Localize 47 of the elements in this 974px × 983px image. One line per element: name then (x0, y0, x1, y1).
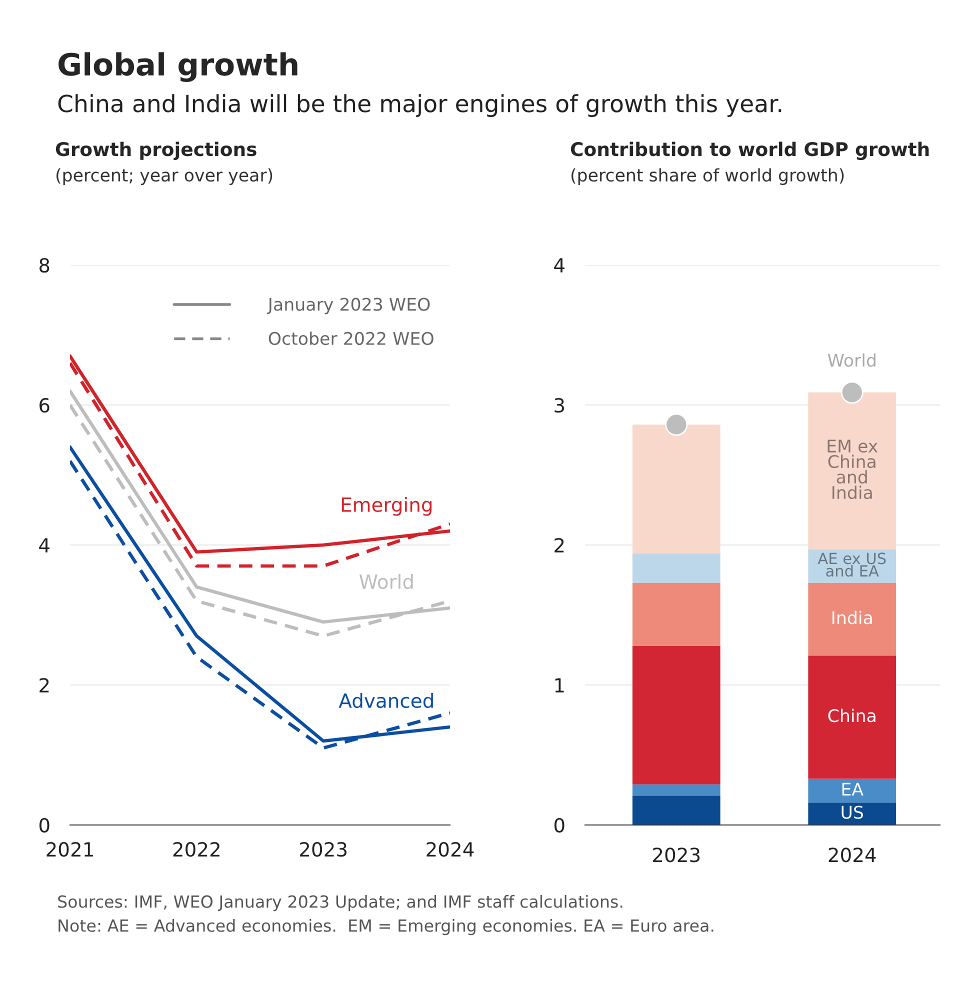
text: Note: AE = Advanced economies. EM = Emerging economies. EA = Euro area. (58, 919, 714, 936)
bar (808, 582, 896, 656)
series-label: AE ex US and EA (818, 552, 886, 577)
series-label: India (832, 610, 872, 624)
bar (808, 802, 896, 825)
chart-title: Contribution to world GDP growth (570, 142, 929, 160)
bar (632, 646, 720, 784)
x-tick-label: 2023 (653, 848, 700, 862)
series-label: World (359, 574, 413, 590)
x-tick-label: 2024 (828, 848, 876, 862)
chart-subtitle: (percent; year over year) (56, 168, 272, 185)
x-tick-label: 2022 (173, 842, 220, 857)
series-label: US (842, 806, 864, 819)
source-note: Sources: IMF, WEO January 2023 Update; and IMF staff calculations. (58, 895, 622, 912)
y-tick-label: 2 (554, 538, 564, 552)
x-tick-label: 2021 (46, 842, 93, 857)
x-tick-label: 2023 (300, 842, 347, 857)
series-label: China (828, 708, 876, 722)
chart-subtitle: (percent share of world growth) (571, 168, 844, 185)
series-label: Advanced (338, 692, 433, 708)
series-label: EA (842, 782, 864, 796)
y-tick-label: 0 (554, 818, 564, 833)
bar (632, 796, 720, 825)
series-label: World (828, 353, 876, 367)
chart-title: Growth projections (56, 142, 256, 160)
y-tick-label: 4 (39, 538, 50, 552)
bar (632, 553, 720, 583)
series-label: Emerging (342, 496, 432, 516)
x-tick-label: 2024 (426, 842, 474, 857)
legend-label: January 2023 WEO (266, 298, 430, 314)
bar (632, 784, 720, 796)
series-label: EM ex China and India (828, 440, 878, 500)
text: Global growth (58, 52, 298, 82)
y-tick-label: 0 (39, 818, 50, 833)
bar (808, 392, 896, 550)
bar (632, 424, 720, 554)
bar (808, 656, 896, 779)
text: China and India will be the major engines of growth this year. (58, 94, 782, 117)
y-tick-label: 8 (40, 258, 50, 273)
bar (632, 582, 720, 646)
legend-label: October 2022 WEO (268, 332, 434, 346)
bar (808, 778, 896, 803)
y-tick-label: 1 (555, 678, 564, 692)
y-tick-label: 3 (554, 398, 564, 413)
y-tick-label: 4 (554, 258, 564, 272)
y-tick-label: 6 (40, 398, 50, 413)
y-tick-label: 2 (40, 678, 49, 692)
